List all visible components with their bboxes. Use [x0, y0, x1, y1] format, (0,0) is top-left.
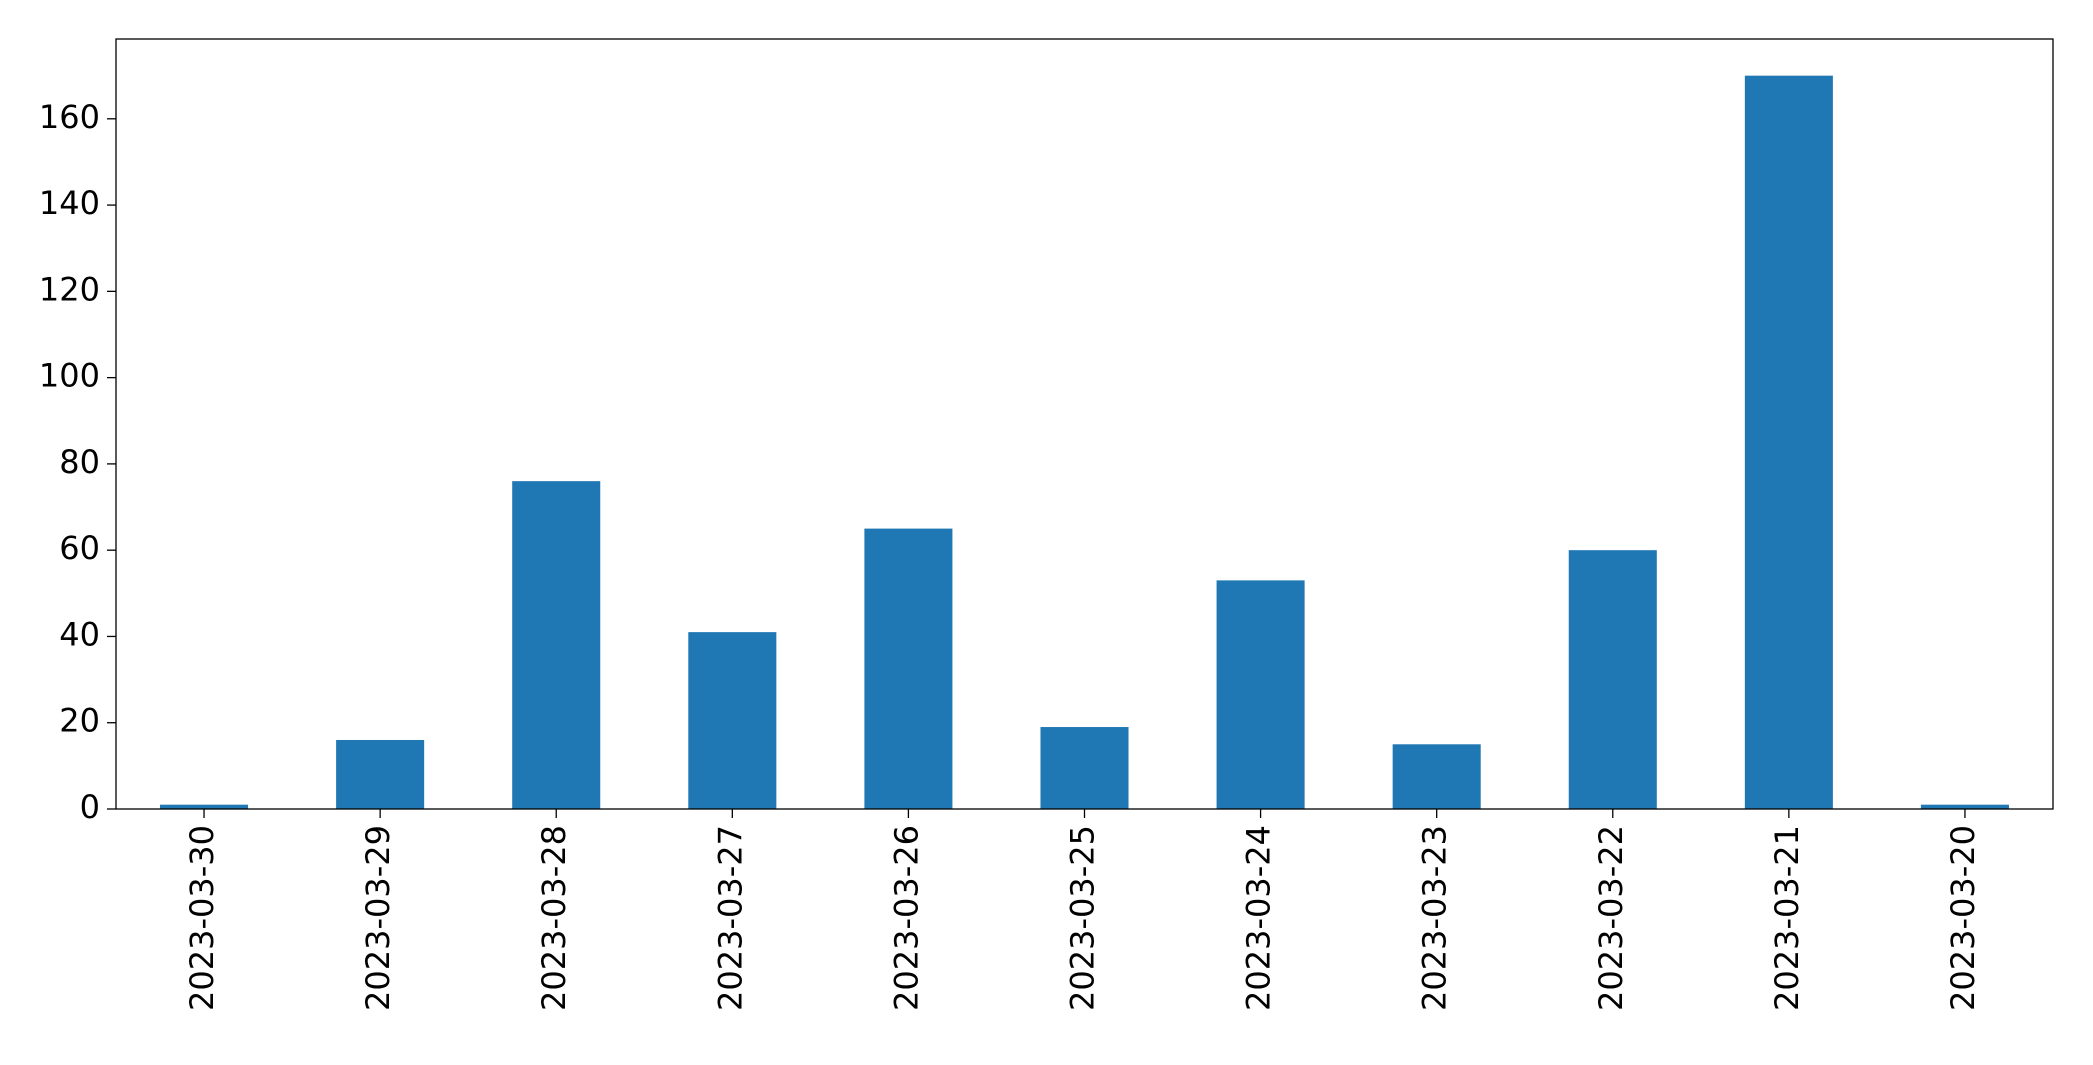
y-tick-label: 20 [59, 702, 100, 740]
bar [1568, 550, 1657, 809]
y-tick-label: 100 [39, 357, 100, 395]
y-tick-label: 80 [59, 443, 100, 481]
x-tick-label: 2023-03-20 [1944, 825, 1982, 1011]
bar [1216, 580, 1305, 809]
y-tick-label: 140 [39, 184, 100, 222]
y-tick-label: 160 [39, 98, 100, 136]
x-tick-label: 2023-03-29 [359, 825, 397, 1011]
x-tick-label: 2023-03-22 [1592, 825, 1630, 1011]
bar [1392, 744, 1481, 809]
plot-area: 0 20 40 60 80 100 120 140 160 2023-03-30 2023-03-2… [39, 75, 2009, 1011]
x-tick-label: 2023-03-28 [535, 825, 573, 1011]
x-tick-label: 2023-03-23 [1416, 825, 1454, 1011]
y-tick-label: 120 [39, 270, 100, 308]
bar [336, 739, 425, 809]
x-tick-label: 2023-03-30 [183, 825, 221, 1011]
y-tick-label: 60 [59, 529, 100, 567]
axes-frame [115, 38, 2054, 810]
bar [1920, 804, 2009, 809]
y-tick-label: 40 [59, 615, 100, 653]
x-tick-label: 2023-03-27 [711, 825, 749, 1011]
bar [864, 528, 953, 809]
y-tick-label: 0 [80, 788, 100, 826]
x-tick-label: 2023-03-25 [1064, 825, 1102, 1011]
bar [512, 481, 601, 809]
bar [688, 632, 777, 809]
x-tick-label: 2023-03-26 [887, 825, 925, 1011]
bar [1040, 727, 1129, 809]
bar [1744, 75, 1833, 809]
bar [160, 804, 249, 809]
x-tick-label: 2023-03-21 [1768, 825, 1806, 1011]
x-tick-label: 2023-03-24 [1240, 825, 1278, 1011]
